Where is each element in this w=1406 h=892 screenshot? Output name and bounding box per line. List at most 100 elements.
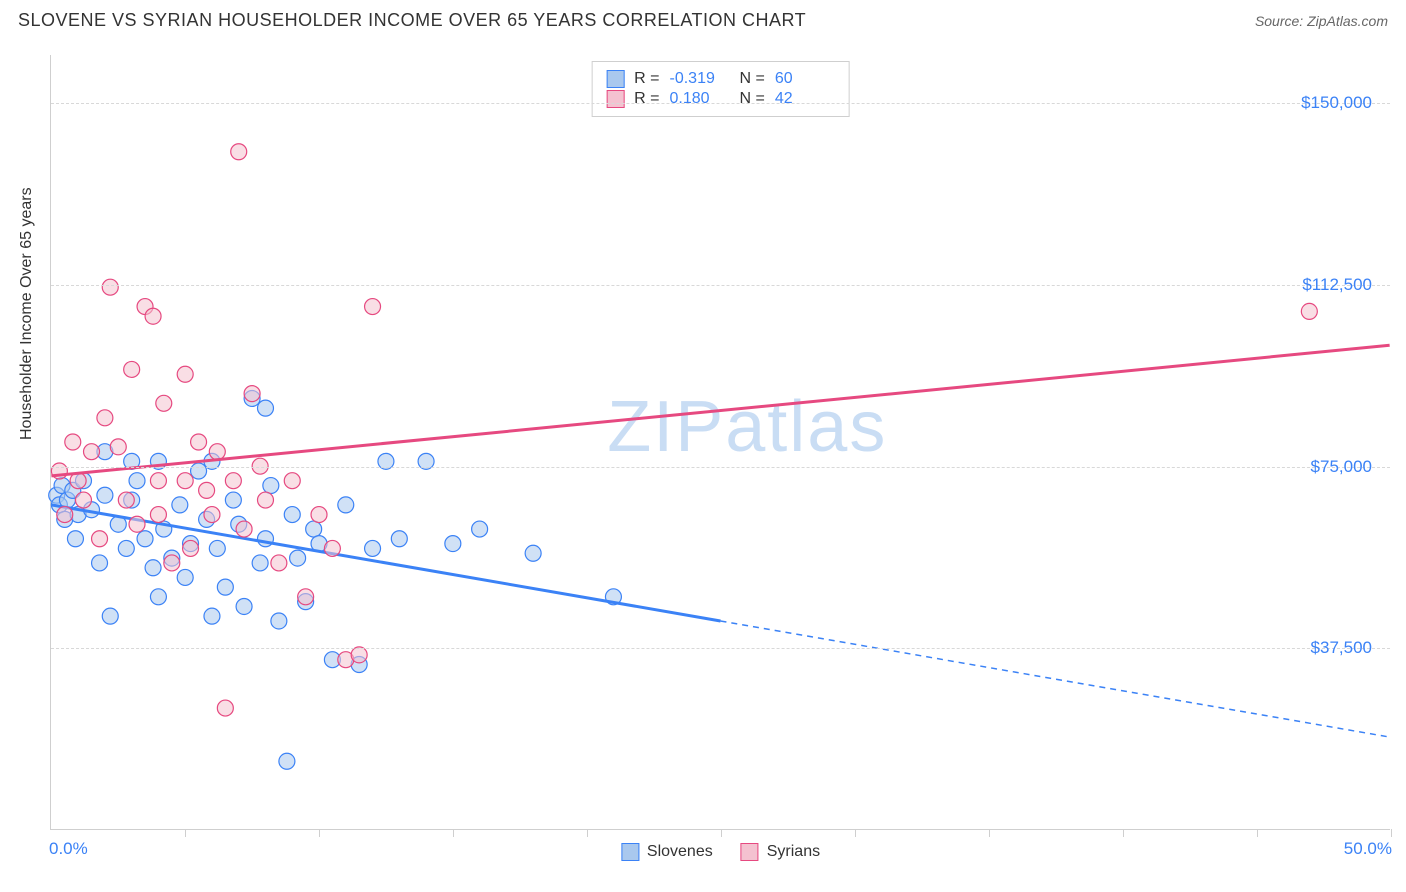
data-point xyxy=(472,521,488,537)
data-point xyxy=(118,540,134,556)
data-point xyxy=(263,478,279,494)
series-swatch xyxy=(606,70,624,88)
data-point xyxy=(391,531,407,547)
data-point xyxy=(177,473,193,489)
data-point xyxy=(231,144,247,160)
y-tick-label: $75,000 xyxy=(1311,457,1372,477)
data-point xyxy=(290,550,306,566)
stats-row: R = -0.319 N = 60 xyxy=(606,70,835,88)
data-point xyxy=(150,589,166,605)
series-swatch xyxy=(606,90,624,108)
data-point xyxy=(129,516,145,532)
data-point xyxy=(183,540,199,556)
data-point xyxy=(324,540,340,556)
plot-area: ZIPatlas R =-0.319N =60R =0.180N =42 Slo… xyxy=(50,55,1390,830)
data-point xyxy=(284,507,300,523)
series-swatch xyxy=(741,843,759,861)
data-point xyxy=(191,463,207,479)
data-point xyxy=(150,473,166,489)
chart-header: SLOVENE VS SYRIAN HOUSEHOLDER INCOME OVE… xyxy=(0,0,1406,37)
gridline xyxy=(51,285,1390,286)
series-swatch xyxy=(621,843,639,861)
data-point xyxy=(225,492,241,508)
data-point xyxy=(145,560,161,576)
data-point xyxy=(525,545,541,561)
x-tick xyxy=(1391,829,1392,837)
data-point xyxy=(298,589,314,605)
data-point xyxy=(284,473,300,489)
data-point xyxy=(150,507,166,523)
stats-value-r: -0.319 xyxy=(670,70,730,88)
chart-source: Source: ZipAtlas.com xyxy=(1255,13,1388,29)
y-tick-label: $112,500 xyxy=(1302,275,1372,295)
data-point xyxy=(209,540,225,556)
data-point xyxy=(257,492,273,508)
data-point xyxy=(338,497,354,513)
data-point xyxy=(236,521,252,537)
stats-label-r: R = xyxy=(634,70,659,88)
stats-value-n: 42 xyxy=(775,90,835,108)
x-tick xyxy=(1257,829,1258,837)
data-point xyxy=(252,555,268,571)
data-point xyxy=(257,400,273,416)
stats-label-r: R = xyxy=(634,90,659,108)
data-point xyxy=(204,608,220,624)
data-point xyxy=(306,521,322,537)
scatter-svg xyxy=(51,55,1390,829)
data-point xyxy=(65,434,81,450)
data-point xyxy=(236,598,252,614)
data-point xyxy=(84,444,100,460)
data-point xyxy=(217,579,233,595)
data-point xyxy=(191,434,207,450)
data-point xyxy=(279,753,295,769)
data-point xyxy=(209,444,225,460)
data-point xyxy=(311,507,327,523)
data-point xyxy=(244,386,260,402)
gridline xyxy=(51,103,1390,104)
data-point xyxy=(75,492,91,508)
stats-row: R =0.180N =42 xyxy=(606,90,835,108)
data-point xyxy=(445,536,461,552)
data-point xyxy=(204,507,220,523)
data-point xyxy=(137,531,153,547)
data-point xyxy=(110,439,126,455)
data-point xyxy=(217,700,233,716)
legend-label: Slovenes xyxy=(647,843,713,861)
legend-item: Syrians xyxy=(741,843,820,861)
legend-label: Syrians xyxy=(767,843,820,861)
data-point xyxy=(118,492,134,508)
x-tick xyxy=(587,829,588,837)
stats-value-n: 60 xyxy=(775,70,835,88)
x-tick xyxy=(721,829,722,837)
x-tick xyxy=(453,829,454,837)
x-tick xyxy=(989,829,990,837)
data-point xyxy=(156,395,172,411)
y-tick-label: $150,000 xyxy=(1301,93,1372,113)
data-point xyxy=(1301,303,1317,319)
series-legend: Slovenes Syrians xyxy=(621,843,820,861)
x-tick xyxy=(855,829,856,837)
data-point xyxy=(177,569,193,585)
data-point xyxy=(92,555,108,571)
x-tick xyxy=(1123,829,1124,837)
regression-line-dashed xyxy=(721,621,1390,737)
data-point xyxy=(124,361,140,377)
data-point xyxy=(225,473,241,489)
stats-label-n: N = xyxy=(740,70,765,88)
gridline xyxy=(51,648,1390,649)
data-point xyxy=(129,473,145,489)
x-axis-max-label: 50.0% xyxy=(1344,839,1392,859)
data-point xyxy=(97,410,113,426)
data-point xyxy=(102,279,118,295)
x-tick xyxy=(319,829,320,837)
regression-line xyxy=(51,345,1389,476)
x-tick xyxy=(185,829,186,837)
stats-legend-box: R = -0.319 N = 60 R =0.180N =42 xyxy=(591,61,850,117)
y-axis-label: Householder Income Over 65 years xyxy=(18,187,36,440)
data-point xyxy=(102,608,118,624)
legend-item: Slovenes xyxy=(621,843,713,861)
data-point xyxy=(57,507,73,523)
data-point xyxy=(199,482,215,498)
data-point xyxy=(365,299,381,315)
data-point xyxy=(92,531,108,547)
